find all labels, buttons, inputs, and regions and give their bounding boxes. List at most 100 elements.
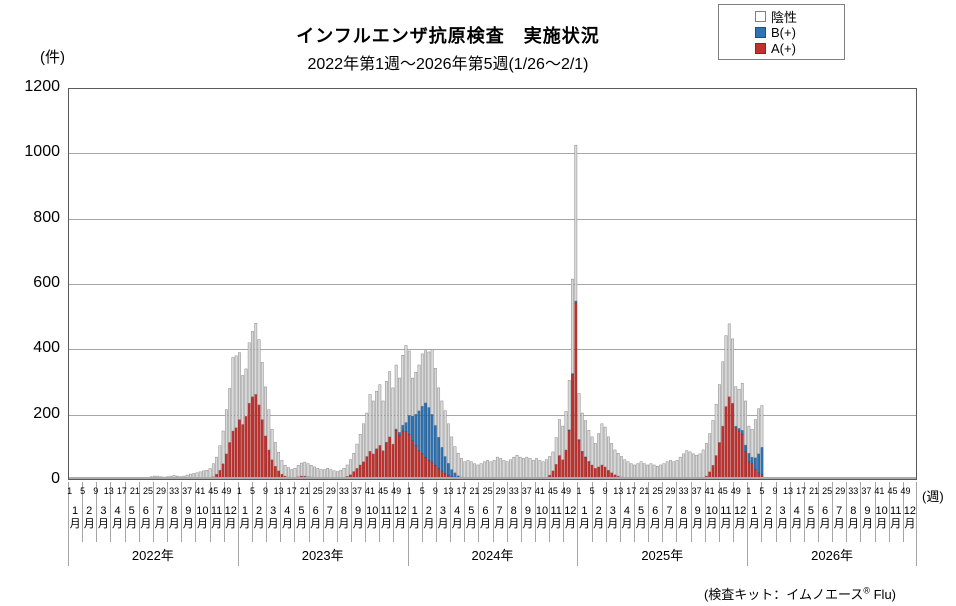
bar-segment — [224, 453, 228, 481]
week-tick-label: 17 — [286, 486, 297, 496]
bar-segment — [430, 349, 434, 415]
bar-segment — [433, 425, 437, 466]
bar-segment — [740, 434, 744, 481]
bar-segment — [254, 322, 258, 395]
bar-segment — [316, 468, 320, 479]
bar-segment — [613, 449, 617, 476]
legend-item: 陰性 — [755, 8, 844, 25]
bar-segment — [211, 463, 215, 477]
bar-segment — [260, 362, 264, 420]
y-tick-label: 800 — [33, 208, 60, 226]
month-separator-line — [535, 482, 536, 542]
bar-segment — [404, 431, 408, 481]
bar-segment — [642, 463, 646, 480]
bar-segment — [447, 423, 450, 464]
month-label: 10 月 — [875, 505, 888, 530]
legend-swatch-icon — [755, 10, 766, 22]
plot-border — [68, 88, 917, 480]
week-tick-label: 1 — [576, 486, 582, 496]
bar-segment — [231, 430, 235, 481]
bar-segment — [283, 465, 287, 477]
bar-segment — [424, 456, 427, 481]
week-tick-label: 21 — [809, 486, 820, 496]
bar-segment — [564, 411, 568, 451]
month-separator-line — [776, 482, 777, 542]
bar-segment — [721, 361, 725, 427]
bar-segment — [221, 430, 225, 464]
bar-segment — [349, 459, 352, 476]
bar-segment — [417, 450, 421, 481]
bar-segment — [695, 454, 698, 479]
bar-segment — [593, 443, 597, 469]
bar-segment — [698, 453, 702, 479]
bar-segment — [326, 468, 329, 479]
month-separator-line — [493, 482, 494, 542]
bar-segment — [492, 460, 496, 480]
year-label: 2024年 — [471, 548, 514, 563]
week-tick-label: 33 — [508, 486, 519, 496]
bar-segment — [447, 463, 450, 476]
bar-segment — [757, 408, 761, 455]
week-tick-label: 37 — [182, 486, 193, 496]
bar-segment — [443, 456, 447, 474]
week-tick-label: 41 — [874, 486, 885, 496]
bar-segment — [371, 400, 375, 455]
month-label: 10 月 — [535, 505, 549, 530]
week-tick-label: 13 — [613, 486, 624, 496]
week-tick-label: 29 — [325, 486, 336, 496]
bar-segment — [411, 415, 414, 442]
bar-segment — [398, 435, 401, 481]
bar-segment — [750, 456, 754, 464]
month-separator-line — [464, 482, 465, 542]
chart-title: インフルエンザ抗原検査 実施状況 — [296, 26, 600, 46]
bar-segment — [744, 451, 747, 481]
bar-segment — [254, 394, 258, 481]
bar-segment — [486, 460, 490, 480]
month-separator-line — [294, 482, 295, 542]
bar-segment — [401, 354, 405, 426]
week-tick-label: 33 — [169, 486, 180, 496]
y-tick-label: 200 — [33, 404, 60, 422]
bar-segment — [580, 451, 584, 481]
bar-segment — [414, 414, 418, 446]
bar-segment — [420, 405, 424, 455]
bar-segment — [450, 469, 454, 477]
month-separator-line — [705, 482, 706, 542]
bar-segment — [355, 443, 359, 469]
month-separator-line — [450, 482, 451, 542]
year-label: 2022年 — [131, 548, 174, 563]
bar-segment — [558, 455, 561, 481]
week-tick-label: 21 — [129, 486, 140, 496]
bar-segment — [453, 446, 457, 474]
month-label: 10 月 — [196, 505, 209, 530]
bar-segment — [482, 461, 486, 480]
week-tick-label: 5 — [759, 486, 765, 496]
month-separator-line — [125, 482, 126, 542]
month-separator-line — [832, 482, 833, 542]
bar-segment — [358, 434, 362, 466]
bar-segment — [365, 412, 369, 457]
week-tick-label: 37 — [521, 486, 532, 496]
week-tick-label: 17 — [456, 486, 467, 496]
bar-segment — [391, 443, 395, 481]
bar-segment — [567, 380, 571, 430]
week-tick-label: 45 — [208, 486, 219, 496]
bar-segment — [727, 396, 731, 481]
bar-segment — [280, 460, 284, 475]
year-separator-line — [747, 482, 748, 566]
bar-segment — [218, 445, 222, 471]
bar-segment — [375, 390, 378, 449]
week-tick-label: 5 — [419, 486, 425, 496]
week-tick-label: 1 — [406, 486, 412, 496]
legend-item: A(+) — [755, 40, 844, 56]
bar-segment — [574, 300, 578, 304]
bar-segment — [620, 456, 623, 478]
